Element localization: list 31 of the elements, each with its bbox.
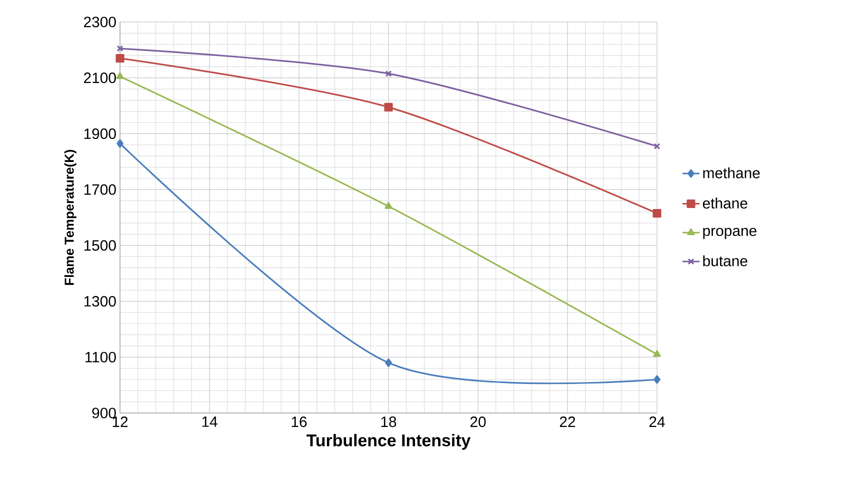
point xyxy=(116,54,124,63)
y-tick-label: 1100 xyxy=(85,352,116,362)
point xyxy=(384,202,392,209)
x-tick-label: 22 xyxy=(560,416,576,427)
point xyxy=(385,70,392,77)
point xyxy=(385,358,392,368)
y-axis-title: Flame Temperature(K) xyxy=(64,150,76,285)
y-tick-label: 1700 xyxy=(84,184,116,195)
point xyxy=(116,139,124,148)
x-tick-label: 12 xyxy=(112,416,128,427)
point xyxy=(652,209,662,218)
point xyxy=(653,350,661,357)
x-tick-label: 18 xyxy=(381,416,396,428)
x-tick-label: 16 xyxy=(292,416,307,428)
legend-label: ethane xyxy=(702,198,748,209)
y-tick-label: 900 xyxy=(92,408,116,418)
y-tick-label: 2300 xyxy=(84,16,116,28)
point xyxy=(654,375,660,384)
x-tick-label: 20 xyxy=(470,416,486,428)
legend-label: butane xyxy=(703,255,748,266)
point xyxy=(384,102,393,112)
x-tick-label: 14 xyxy=(202,416,218,427)
x-tick-label: 24 xyxy=(649,416,665,427)
y-tick-label: 1500 xyxy=(84,240,116,251)
point xyxy=(116,72,124,79)
x-axis-title: Turbulence Intensity xyxy=(306,434,471,450)
legend-label: methane xyxy=(703,167,760,178)
y-tick-label: 2100 xyxy=(84,72,116,84)
legend-label: propane xyxy=(703,228,756,239)
y-tick-label: 1300 xyxy=(84,296,116,307)
y-tick-label: 1900 xyxy=(84,128,116,139)
